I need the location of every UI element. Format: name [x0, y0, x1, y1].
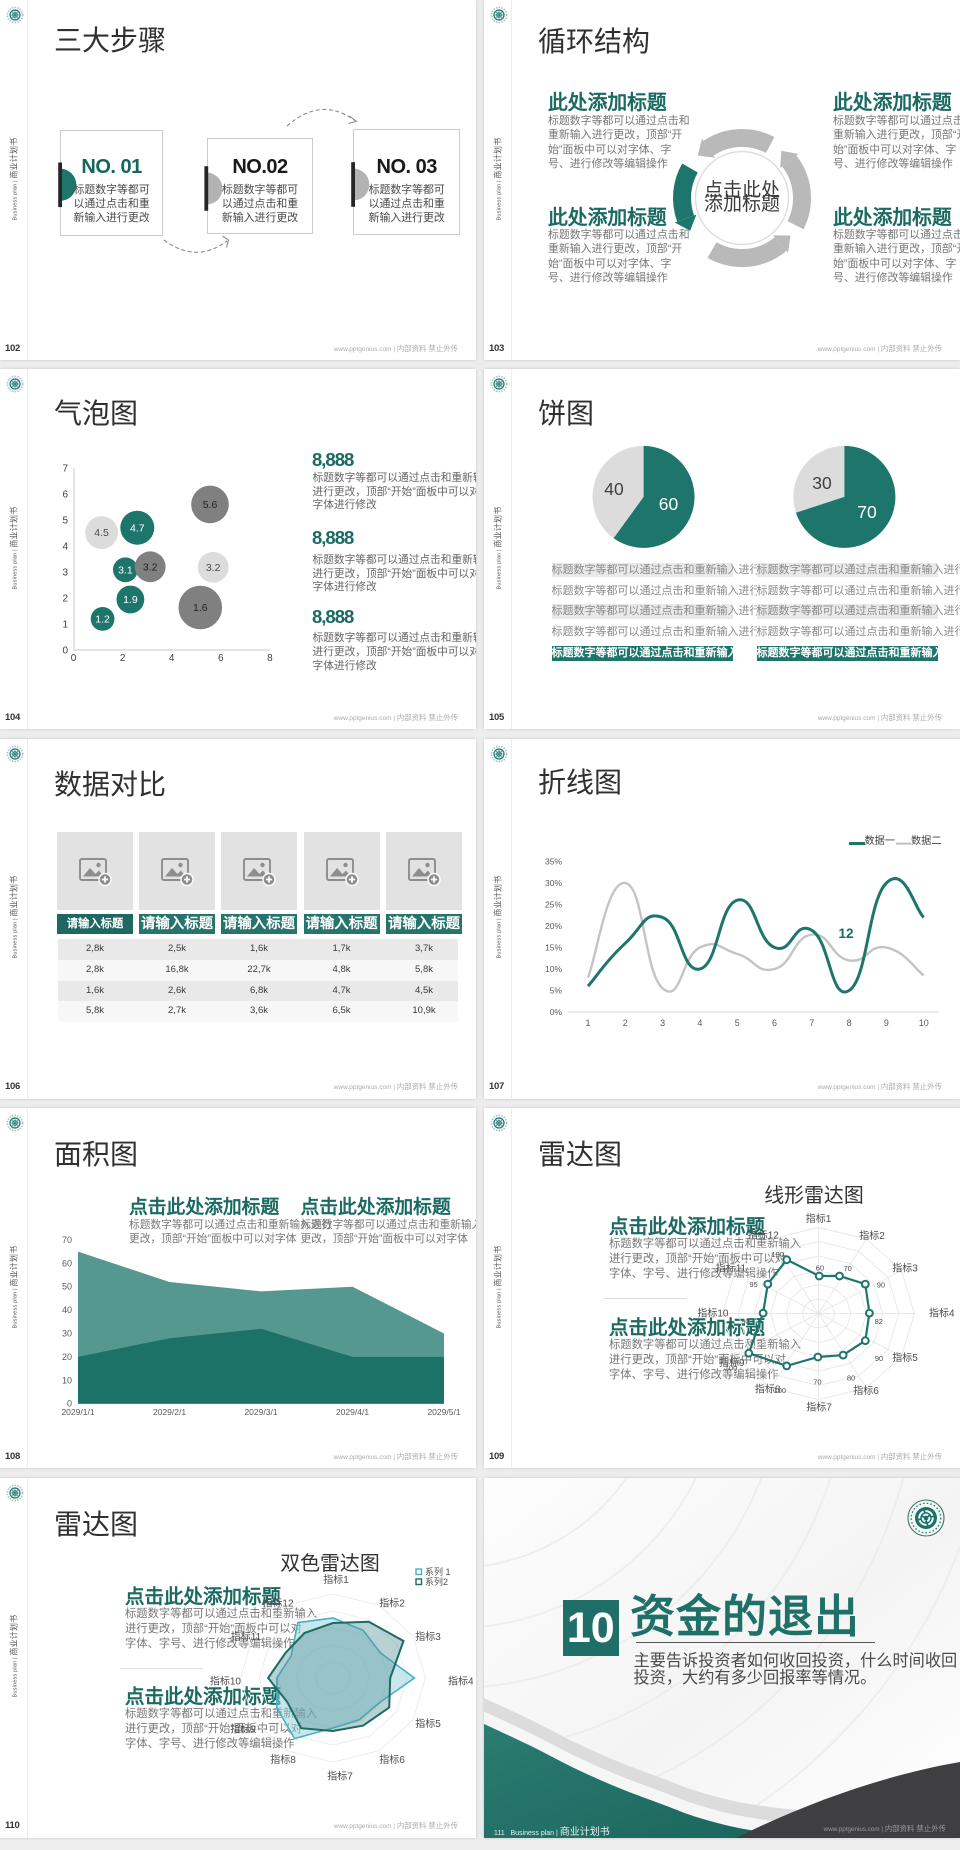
svg-text:70: 70 — [857, 502, 877, 522]
svg-text:50: 50 — [62, 1282, 72, 1292]
svg-text:指标6: 指标6 — [379, 1753, 405, 1766]
svg-text:5: 5 — [735, 1018, 740, 1028]
svg-text:指标2: 指标2 — [379, 1596, 405, 1609]
svg-text:60: 60 — [659, 494, 679, 514]
svg-text:指标1: 指标1 — [806, 1212, 832, 1225]
svg-text:2029/5/1: 2029/5/1 — [427, 1407, 460, 1417]
svg-text:0%: 0% — [550, 1007, 563, 1017]
svg-text:70: 70 — [813, 1378, 821, 1387]
svg-text:指标4: 指标4 — [448, 1674, 474, 1687]
svg-text:指标6: 指标6 — [853, 1384, 879, 1397]
svg-text:8: 8 — [267, 653, 273, 664]
svg-text:指标8: 指标8 — [755, 1383, 781, 1396]
svg-text:指标10: 指标10 — [697, 1307, 729, 1320]
svg-text:3.2: 3.2 — [206, 562, 221, 574]
svg-text:100: 100 — [725, 1364, 738, 1373]
svg-text:8: 8 — [847, 1018, 852, 1028]
svg-text:2029/2/1: 2029/2/1 — [153, 1407, 186, 1417]
svg-text:3.2: 3.2 — [143, 562, 158, 574]
svg-text:90: 90 — [877, 1281, 885, 1290]
svg-text:15%: 15% — [545, 942, 562, 952]
svg-text:0: 0 — [71, 653, 77, 664]
svg-text:4: 4 — [169, 653, 175, 664]
svg-text:4: 4 — [62, 542, 68, 553]
svg-text:10%: 10% — [545, 964, 562, 974]
svg-text:10: 10 — [62, 1375, 72, 1385]
svg-text:5.6: 5.6 — [203, 499, 218, 511]
svg-text:12: 12 — [839, 926, 854, 941]
svg-text:30%: 30% — [545, 878, 562, 888]
svg-text:指标7: 指标7 — [806, 1401, 832, 1414]
svg-text:指标10: 指标10 — [210, 1674, 242, 1687]
svg-text:指标1: 指标1 — [323, 1573, 349, 1586]
svg-text:82: 82 — [875, 1317, 883, 1326]
svg-text:1: 1 — [62, 620, 68, 631]
svg-text:30: 30 — [812, 473, 832, 493]
svg-text:60: 60 — [62, 1258, 72, 1268]
svg-text:5%: 5% — [550, 985, 563, 995]
svg-text:指标3: 指标3 — [415, 1630, 441, 1643]
svg-text:指标12: 指标12 — [748, 1229, 780, 1242]
svg-text:7: 7 — [809, 1018, 814, 1028]
svg-text:指标11: 指标11 — [716, 1262, 747, 1275]
svg-text:1: 1 — [585, 1018, 590, 1028]
svg-text:7: 7 — [62, 464, 68, 475]
svg-text:0: 0 — [62, 646, 68, 657]
svg-text:指标4: 指标4 — [929, 1307, 955, 1320]
svg-text:100: 100 — [771, 1250, 784, 1259]
svg-text:90: 90 — [741, 1317, 749, 1326]
svg-text:1.9: 1.9 — [123, 594, 138, 606]
svg-text:指标2: 指标2 — [859, 1229, 885, 1242]
svg-text:2029/3/1: 2029/3/1 — [244, 1407, 277, 1417]
svg-text:指标7: 指标7 — [327, 1769, 353, 1782]
svg-text:2029/4/1: 2029/4/1 — [336, 1407, 369, 1417]
svg-text:2: 2 — [120, 653, 126, 664]
svg-text:6: 6 — [62, 490, 68, 501]
svg-text:10: 10 — [919, 1018, 929, 1028]
svg-text:9: 9 — [884, 1018, 889, 1028]
svg-text:90: 90 — [875, 1354, 883, 1363]
svg-text:20: 20 — [62, 1352, 72, 1362]
svg-text:6: 6 — [772, 1018, 777, 1028]
svg-text:80: 80 — [847, 1373, 855, 1382]
svg-text:2: 2 — [623, 1018, 628, 1028]
svg-text:3: 3 — [62, 568, 68, 579]
svg-text:系列2: 系列2 — [425, 1576, 448, 1587]
svg-text:4.7: 4.7 — [130, 523, 145, 535]
svg-text:6: 6 — [218, 653, 224, 664]
svg-text:4: 4 — [697, 1018, 702, 1028]
svg-text:70: 70 — [62, 1235, 72, 1245]
svg-text:指标5: 指标5 — [415, 1717, 441, 1730]
svg-text:指标8: 指标8 — [270, 1753, 296, 1766]
svg-text:指标3: 指标3 — [892, 1262, 918, 1275]
svg-text:1.6: 1.6 — [193, 602, 208, 614]
svg-text:指标12: 指标12 — [262, 1596, 294, 1609]
svg-text:指标9: 指标9 — [719, 1356, 745, 1369]
svg-text:5: 5 — [62, 516, 68, 527]
svg-text:25%: 25% — [545, 899, 562, 909]
svg-text:40: 40 — [604, 479, 624, 499]
svg-text:指标11: 指标11 — [231, 1630, 262, 1643]
svg-text:指标5: 指标5 — [892, 1351, 918, 1364]
svg-text:100: 100 — [774, 1386, 787, 1395]
svg-text:35%: 35% — [545, 856, 562, 866]
svg-text:指标9: 指标9 — [230, 1722, 256, 1735]
svg-text:系列 1: 系列 1 — [425, 1566, 451, 1577]
svg-text:60: 60 — [816, 1264, 824, 1273]
svg-text:0: 0 — [67, 1399, 72, 1409]
svg-text:30: 30 — [62, 1329, 72, 1339]
svg-text:20%: 20% — [545, 921, 562, 931]
svg-text:95: 95 — [749, 1280, 757, 1289]
svg-text:2029/1/1: 2029/1/1 — [61, 1407, 94, 1417]
svg-text:3: 3 — [660, 1018, 665, 1028]
svg-text:2: 2 — [62, 594, 68, 605]
svg-text:4.5: 4.5 — [94, 528, 109, 540]
svg-text:1.2: 1.2 — [95, 614, 110, 626]
svg-text:70: 70 — [844, 1264, 852, 1273]
svg-text:40: 40 — [62, 1305, 72, 1315]
svg-text:3.1: 3.1 — [118, 565, 133, 577]
